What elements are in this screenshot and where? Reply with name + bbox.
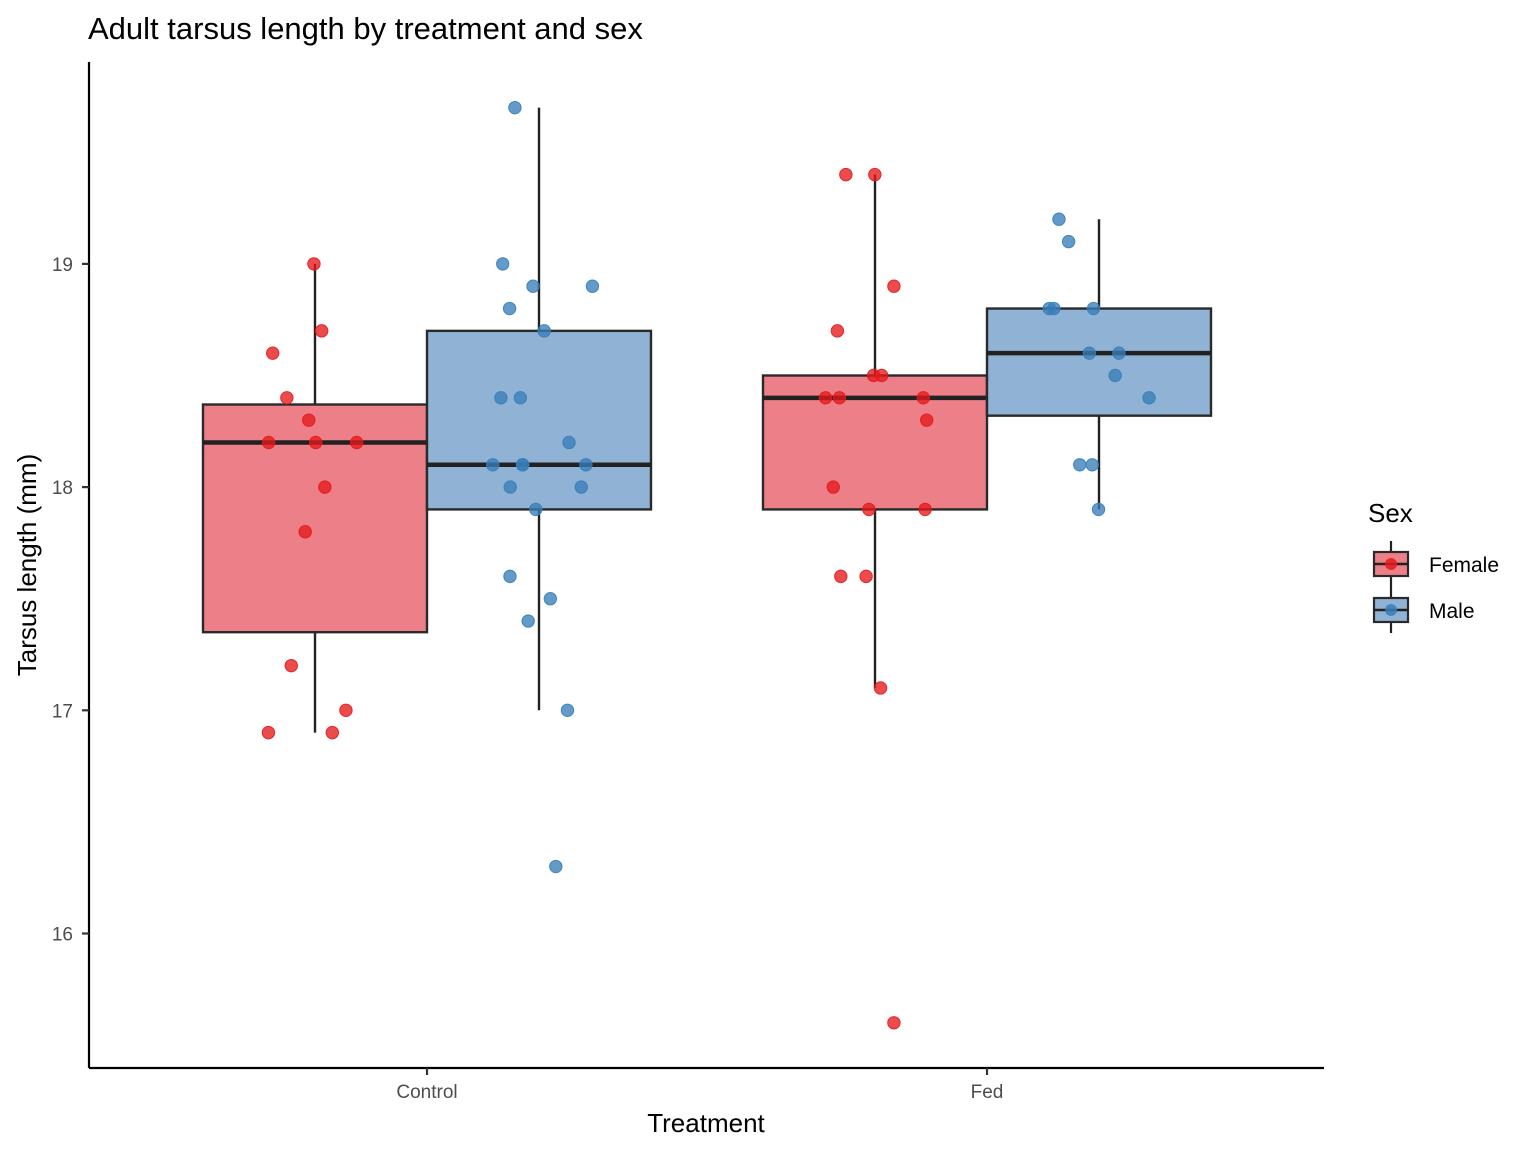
data-point-female-fed: [830, 324, 845, 338]
data-point-female-fed: [918, 502, 932, 517]
y-axis-title: Tarsus length (mm): [12, 454, 42, 677]
data-point-male-control: [496, 257, 510, 271]
data-point-female-control: [284, 658, 298, 673]
data-point-female-fed: [826, 480, 840, 494]
data-point-male-fed: [1061, 234, 1076, 249]
y-tick-label-19: 19: [52, 255, 73, 276]
data-point-male-fed: [1042, 301, 1056, 316]
data-point-male-control: [508, 100, 522, 115]
y-tick-label-16: 16: [52, 925, 73, 946]
data-point-female-fed: [818, 391, 833, 405]
data-point-female-control: [314, 324, 329, 338]
data-point-male-control: [526, 279, 540, 293]
data-point-male-control: [494, 391, 508, 405]
legend: Sex Female Male: [1368, 498, 1499, 633]
legend-label-male: Male: [1429, 600, 1475, 623]
data-point-female-fed: [887, 279, 901, 293]
legend-key-point-female: [1385, 558, 1397, 570]
data-point-female-fed: [916, 391, 931, 405]
x-tick-label-fed: Fed: [971, 1082, 1004, 1103]
y-tick-label-17: 17: [52, 701, 73, 722]
plot-area: [201, 100, 1213, 1030]
legend-title: Sex: [1368, 498, 1413, 528]
data-point-male-control: [486, 458, 500, 472]
legend-items: Female Male: [1372, 541, 1499, 633]
data-point-male-control: [503, 480, 517, 494]
data-point-female-control: [307, 257, 321, 271]
data-point-male-control: [549, 859, 563, 874]
data-point-male-control: [562, 435, 576, 450]
data-point-female-fed: [839, 167, 853, 182]
box-male-control: [425, 329, 653, 511]
data-point-female-control: [280, 391, 294, 405]
data-point-female-control: [309, 435, 323, 450]
data-point-male-control: [560, 703, 575, 717]
data-point-female-control: [339, 703, 353, 717]
data-point-male-control: [529, 502, 543, 517]
data-point-female-fed: [873, 681, 888, 695]
data-point-male-fed: [1086, 301, 1101, 316]
box-male-fed: [985, 307, 1213, 417]
data-point-male-fed: [1082, 346, 1097, 360]
data-point-female-control: [298, 525, 312, 539]
data-point-female-fed: [862, 502, 876, 517]
data-point-female-fed: [866, 368, 881, 383]
data-point-female-control: [325, 725, 340, 740]
data-point-male-control: [579, 458, 593, 472]
data-point-female-control: [318, 480, 332, 494]
data-point-female-control: [302, 413, 316, 427]
data-point-male-control: [503, 569, 517, 584]
data-point-female-control: [349, 435, 364, 450]
data-point-male-control: [502, 301, 517, 316]
data-point-male-control: [521, 614, 535, 628]
data-point-female-fed: [859, 569, 873, 584]
x-tick-label-control: Control: [396, 1082, 457, 1103]
data-point-female-fed: [868, 167, 882, 182]
legend-key-point-male: [1385, 604, 1397, 616]
data-point-female-control: [261, 725, 276, 740]
data-point-male-fed: [1142, 391, 1156, 405]
data-point-female-fed: [832, 391, 847, 405]
data-point-female-control: [261, 435, 276, 450]
data-point-female-fed: [887, 1016, 901, 1030]
data-point-male-fed: [1073, 458, 1087, 472]
x-axis-title: Treatment: [647, 1108, 765, 1138]
legend-label-female: Female: [1429, 554, 1499, 577]
data-point-male-fed: [1112, 346, 1126, 360]
data-point-female-control: [266, 346, 280, 360]
data-point-male-fed: [1052, 212, 1066, 226]
data-point-male-control: [537, 324, 551, 338]
data-point-male-control: [543, 592, 558, 606]
data-point-male-control: [513, 391, 528, 405]
axes: 16 17 18 19 Control Fed: [52, 255, 1004, 1103]
data-point-male-control: [515, 458, 530, 472]
data-point-male-control: [574, 480, 588, 494]
y-tick-label-18: 18: [52, 478, 73, 499]
data-point-male-fed: [1091, 502, 1106, 517]
data-point-male-fed: [1108, 368, 1122, 383]
data-point-male-fed: [1085, 458, 1099, 472]
chart-title: Adult tarsus length by treatment and sex: [88, 11, 643, 46]
data-point-female-fed: [919, 413, 934, 427]
data-point-female-fed: [834, 569, 848, 584]
data-point-male-control: [585, 279, 600, 293]
